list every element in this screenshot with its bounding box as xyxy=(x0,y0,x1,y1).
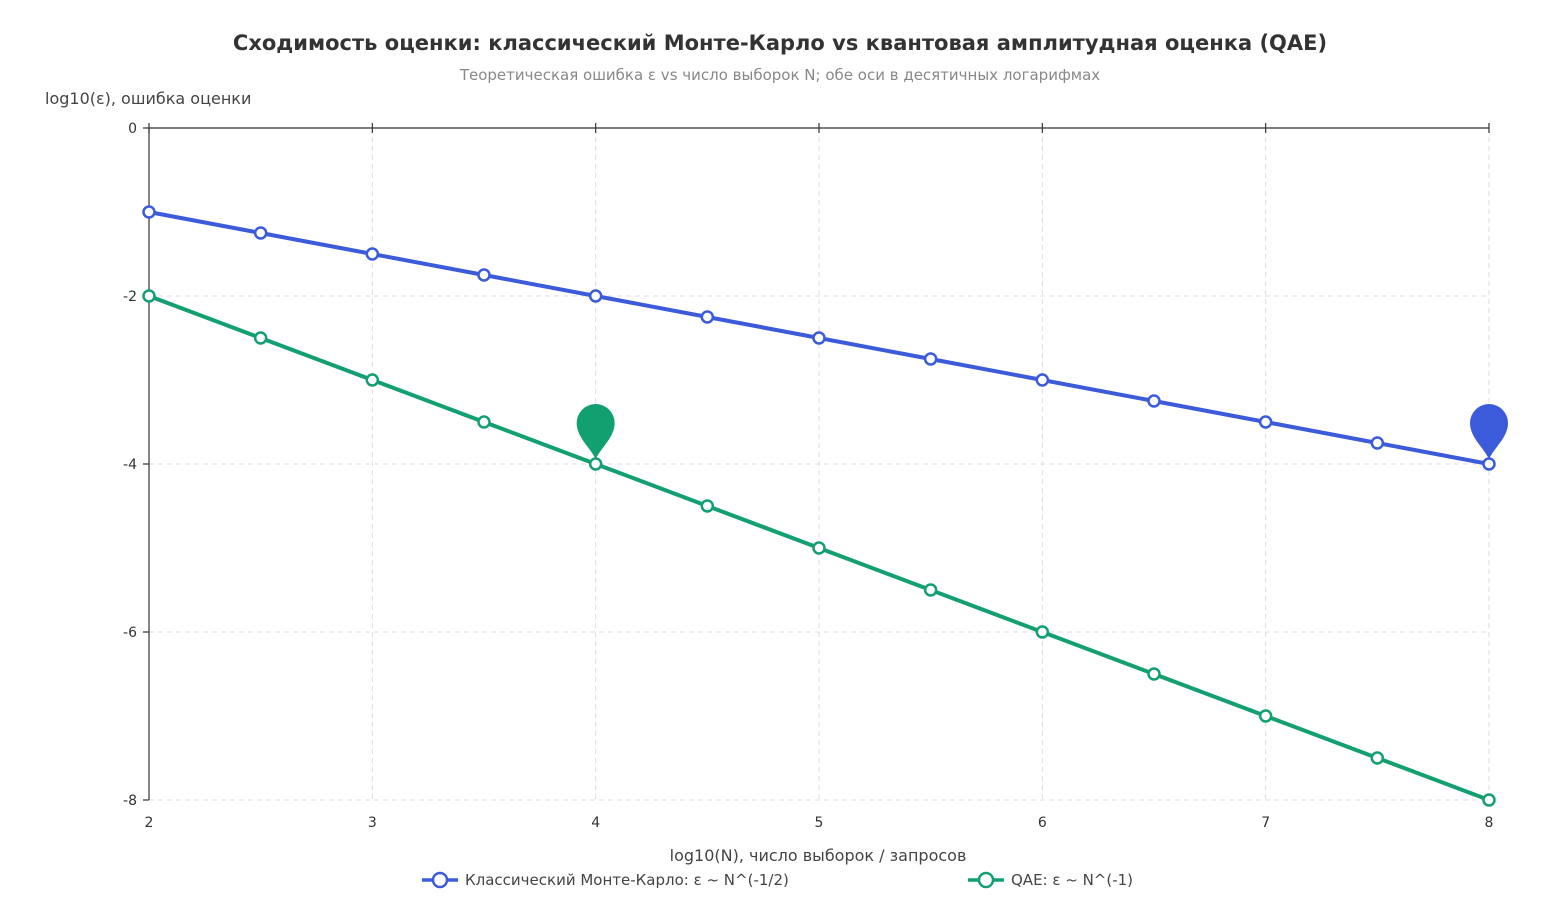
grid xyxy=(149,128,1490,801)
data-point[interactable] xyxy=(142,205,156,219)
y-axis-label: log10(ε), ошибка оценки xyxy=(45,89,251,108)
axes: 2 3 4 5 6 7 8 0 -2 -4 -6 -8 xyxy=(123,121,1493,831)
x-tick-label: 2 xyxy=(145,815,154,831)
data-point[interactable] xyxy=(923,352,938,366)
data-point[interactable] xyxy=(700,499,715,513)
data-point[interactable] xyxy=(1482,457,1496,471)
map-pin-icon[interactable] xyxy=(576,404,615,459)
legend-marker-qae xyxy=(977,871,995,889)
series-layer xyxy=(142,205,1496,807)
data-point[interactable] xyxy=(588,289,603,303)
data-point[interactable] xyxy=(477,415,491,429)
data-point[interactable] xyxy=(253,226,268,240)
data-point[interactable] xyxy=(812,541,826,555)
data-point[interactable] xyxy=(588,457,603,471)
data-point[interactable] xyxy=(365,373,380,387)
legend-item-qae[interactable]: QAE: ε ~ N^(-1) xyxy=(968,871,1133,889)
y-tick-label: -8 xyxy=(123,793,137,809)
x-tick-label: 4 xyxy=(591,815,600,831)
chart-subtitle: Теоретическая ошибка ε vs число выборок … xyxy=(459,66,1100,84)
data-point[interactable] xyxy=(1147,667,1161,681)
y-tick-label: -2 xyxy=(123,289,137,305)
x-tick-label: 7 xyxy=(1261,815,1270,831)
y-tick-label: -6 xyxy=(123,625,137,641)
x-tick-label: 8 xyxy=(1485,815,1494,831)
data-point[interactable] xyxy=(477,268,491,282)
legend: Классический Монте-Карло: ε ~ N^(-1/2) Q… xyxy=(422,871,1133,889)
marker-layer xyxy=(576,404,1508,459)
y-tick-label: -4 xyxy=(123,457,137,473)
data-point[interactable] xyxy=(1147,394,1161,408)
data-point[interactable] xyxy=(1035,373,1050,387)
legend-label-classical: Классический Монте-Карло: ε ~ N^(-1/2) xyxy=(465,871,789,889)
chart-title: Сходимость оценки: классический Монте-Ка… xyxy=(233,31,1327,55)
x-tick-label: 6 xyxy=(1038,815,1047,831)
legend-marker-classical xyxy=(431,871,449,889)
y-tick-label: 0 xyxy=(128,121,137,137)
data-point[interactable] xyxy=(142,289,156,303)
data-point[interactable] xyxy=(700,310,715,324)
legend-item-classical[interactable]: Классический Монте-Карло: ε ~ N^(-1/2) xyxy=(422,871,789,889)
data-point[interactable] xyxy=(1258,415,1273,429)
data-point[interactable] xyxy=(365,247,380,261)
data-point[interactable] xyxy=(812,331,826,345)
data-point[interactable] xyxy=(1370,436,1385,450)
data-point[interactable] xyxy=(1370,751,1385,765)
data-point[interactable] xyxy=(1482,793,1496,807)
data-point[interactable] xyxy=(1035,625,1050,639)
legend-label-qae: QAE: ε ~ N^(-1) xyxy=(1011,871,1133,889)
data-point[interactable] xyxy=(923,583,938,597)
data-point[interactable] xyxy=(253,331,268,345)
x-tick-label: 5 xyxy=(815,815,824,831)
data-point[interactable] xyxy=(1258,709,1273,723)
x-axis-label: log10(N), число выборок / запросов xyxy=(670,846,967,865)
map-pin-icon[interactable] xyxy=(1470,404,1508,459)
x-tick-label: 3 xyxy=(368,815,377,831)
